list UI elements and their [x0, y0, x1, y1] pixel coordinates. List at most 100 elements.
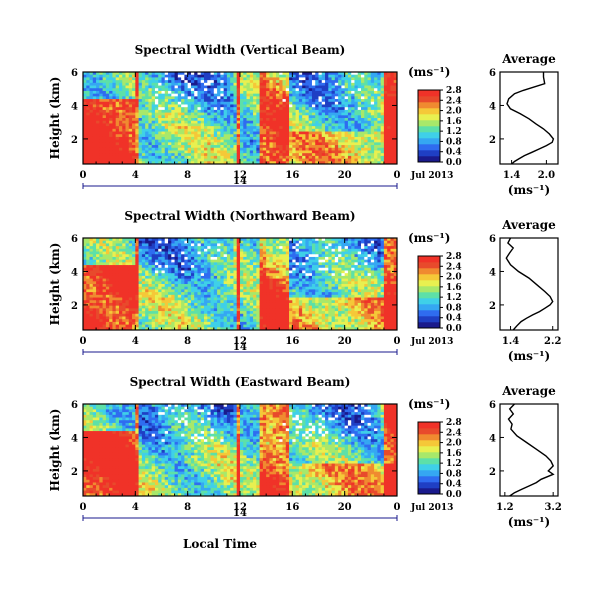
heatmap-cell: [125, 161, 130, 165]
heatmap-cell: [325, 126, 329, 130]
heatmap-cell: [86, 259, 90, 263]
heatmap-cell: [118, 243, 123, 247]
heatmap-cell: [266, 161, 270, 165]
heatmap-cell: [302, 77, 306, 81]
heatmap-cell: [151, 302, 156, 307]
heatmap-cell: [364, 158, 368, 162]
heatmap-cell: [259, 142, 264, 146]
heatmap-cell: [357, 150, 362, 154]
heatmap-cell: [141, 311, 146, 315]
heatmap-cell: [184, 85, 189, 89]
heatmap-cell: [217, 316, 221, 320]
heatmap-cell: [190, 80, 195, 84]
heatmap-cell: [105, 278, 110, 282]
heatmap-cell: [282, 145, 287, 149]
heatmap-cell: [223, 80, 228, 84]
heatmap-cell: [194, 262, 198, 266]
heatmap-cell: [132, 313, 136, 317]
heatmap-cell: [135, 128, 139, 132]
heatmap-cell: [174, 90, 179, 95]
heatmap-cell: [364, 88, 368, 92]
heatmap-cell: [321, 126, 326, 130]
heatmap-cell: [230, 238, 234, 242]
heatmap-cell: [86, 284, 90, 288]
heatmap-cell: [279, 136, 283, 141]
heatmap-cell: [249, 99, 254, 103]
heatmap-cell: [220, 300, 225, 304]
heatmap-cell: [213, 145, 218, 149]
heatmap-cell: [374, 136, 378, 141]
heatmap-cell: [357, 82, 362, 86]
heatmap-cell: [213, 243, 218, 247]
heatmap-cell: [275, 74, 280, 78]
heatmap-cell: [220, 297, 225, 301]
heatmap-cell: [334, 128, 339, 132]
heatmap-cell: [154, 101, 159, 105]
heatmap-cell: [115, 153, 120, 157]
heatmap-cell: [112, 319, 117, 323]
heatmap-cell: [177, 128, 182, 132]
heatmap-cell: [109, 77, 113, 81]
heatmap-cell: [158, 319, 162, 323]
heatmap-cell: [341, 150, 346, 154]
heatmap-cell: [374, 118, 378, 122]
heatmap-cell: [96, 88, 100, 92]
heatmap-cell: [357, 153, 362, 157]
heatmap-cell: [383, 112, 388, 116]
heatmap-cell: [240, 96, 244, 100]
heatmap-cell: [118, 246, 123, 250]
heatmap-cell: [96, 123, 100, 127]
heatmap-cell: [102, 294, 107, 298]
heatmap-cell: [220, 85, 225, 89]
heatmap-cell: [89, 161, 94, 165]
heatmap-cell: [148, 259, 153, 263]
heatmap-cell: [138, 292, 143, 296]
heatmap-cell: [96, 321, 100, 325]
heatmap-cell: [174, 259, 179, 263]
heatmap-cell: [204, 259, 208, 263]
heatmap-cell: [347, 74, 352, 78]
heatmap-cell: [145, 313, 149, 317]
heatmap-cell: [311, 104, 316, 108]
heatmap-cell: [370, 134, 375, 138]
heatmap-cell: [272, 115, 277, 119]
heatmap-cell: [344, 118, 349, 122]
heatmap-cell: [92, 139, 97, 143]
heatmap-cell: [230, 136, 234, 141]
heatmap-cell: [223, 278, 228, 282]
heatmap-cell: [197, 118, 202, 122]
heatmap-cell: [135, 300, 139, 304]
heatmap-cell: [259, 112, 264, 116]
heatmap-cell: [151, 319, 156, 323]
heatmap-cell: [302, 155, 306, 159]
heatmap-cell: [374, 123, 378, 127]
heatmap-cell: [256, 115, 261, 119]
heatmap-cell: [204, 327, 208, 331]
heatmap-cell: [168, 134, 172, 138]
heatmap-cell: [141, 101, 146, 105]
heatmap-cell: [105, 107, 110, 111]
heatmap-cell: [275, 112, 280, 116]
heatmap-cell: [109, 248, 113, 252]
heatmap-cell: [105, 305, 110, 309]
heatmap-cell: [164, 128, 169, 132]
heatmap-cell: [197, 88, 202, 92]
heatmap-cell: [344, 158, 349, 162]
heatmap-cell: [207, 286, 211, 290]
heatmap-cell: [383, 104, 388, 108]
heatmap-cell: [154, 107, 159, 111]
heatmap-cell: [99, 297, 104, 301]
heatmap-cell: [226, 294, 231, 298]
heatmap-cell: [220, 99, 225, 103]
heatmap-cell: [151, 85, 156, 89]
heatmap-cell: [115, 120, 120, 124]
heatmap-cell: [331, 153, 336, 157]
heatmap-cell: [318, 112, 323, 116]
heatmap-cell: [200, 265, 205, 269]
heatmap-cell: [118, 147, 123, 151]
heatmap-cell: [86, 120, 90, 124]
heatmap-cell: [190, 286, 195, 290]
heatmap-cell: [181, 259, 185, 263]
heatmap-cell: [315, 72, 319, 76]
heatmap-cell: [112, 147, 117, 151]
